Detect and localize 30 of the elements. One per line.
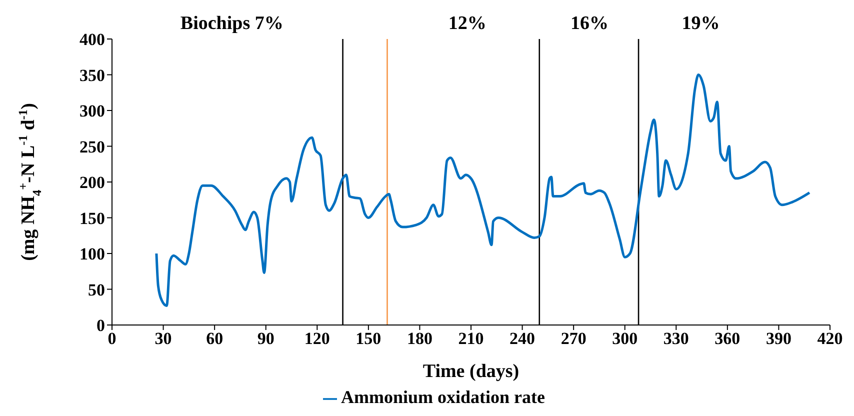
y-tick-label: 50 (88, 280, 105, 300)
text: 19% (682, 13, 720, 34)
x-tick-label: 270 (560, 329, 586, 348)
y-tick-label: 150 (80, 208, 105, 228)
legend-label: Ammonium oxidation rate (341, 387, 545, 407)
text: Biochips 7% (180, 13, 284, 34)
x-tick-label: 120 (304, 329, 330, 348)
y-tick-label: 100 (80, 244, 105, 264)
y-tick-label: 400 (80, 30, 105, 50)
y-tick-label: 200 (80, 173, 105, 192)
x-tick-label: 330 (663, 329, 689, 348)
x-tick-label: 60 (206, 329, 224, 348)
y-tick-label: 350 (80, 66, 105, 85)
x-tick-label: 90 (257, 329, 274, 348)
x-tick-label: 240 (510, 329, 536, 348)
x-tick-label: 180 (406, 329, 432, 348)
x-tick-label: 210 (458, 329, 484, 348)
x-tick-label: 390 (766, 329, 792, 348)
x-tick-label: 150 (356, 329, 382, 348)
x-axis-title: Time (days) (422, 361, 520, 382)
y-tick-label: 250 (80, 137, 105, 156)
line-series (155, 74, 811, 307)
x-tick-label: 30 (154, 329, 172, 348)
text: 16% (570, 13, 608, 34)
y-tick-label: 300 (80, 102, 105, 121)
text: 12% (448, 13, 486, 34)
x-tick-label: 300 (612, 329, 638, 348)
y-tick-label: 0 (96, 316, 105, 336)
x-tick-label: 360 (714, 329, 740, 348)
x-tick-label: 420 (817, 329, 843, 348)
